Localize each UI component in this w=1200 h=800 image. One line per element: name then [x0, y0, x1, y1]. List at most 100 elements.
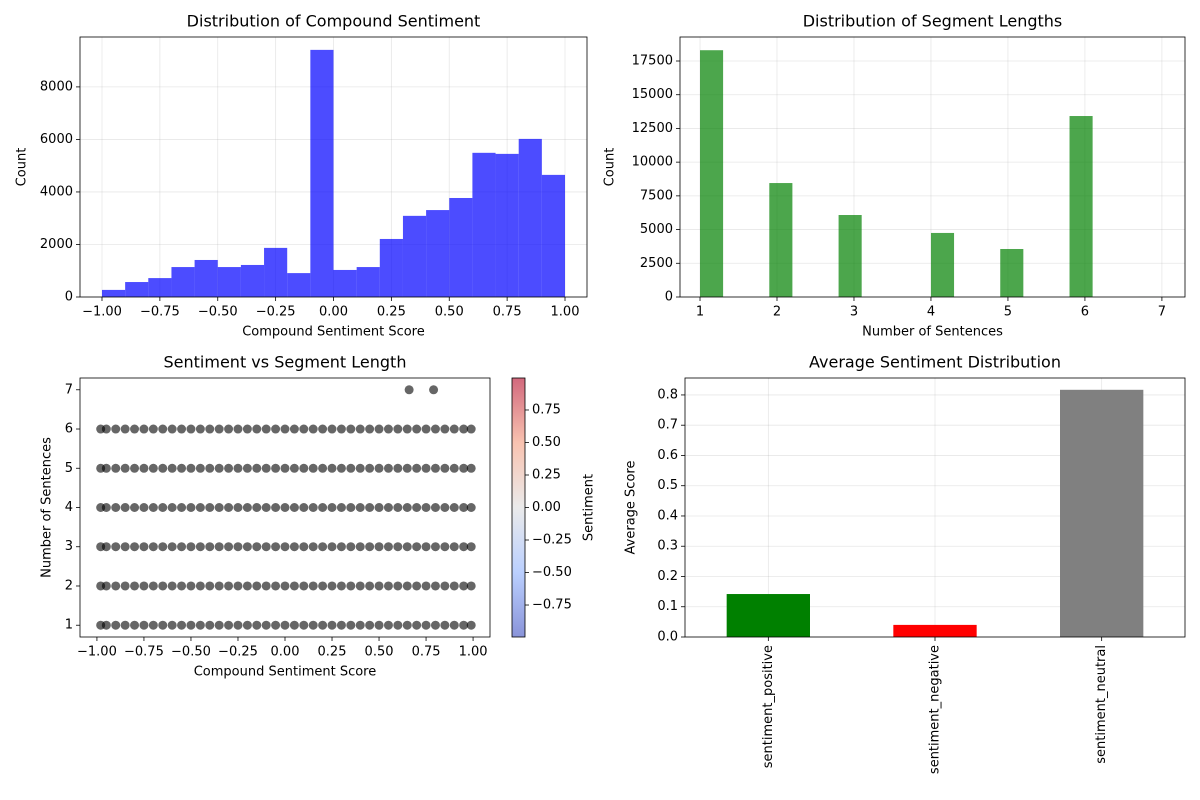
scatter-point [139, 503, 149, 512]
y-tick-label: 3 [65, 539, 73, 554]
scatter-point [233, 581, 243, 591]
scatter-point [214, 463, 224, 473]
x-tick-label: −1.00 [77, 645, 117, 660]
scatter-point [280, 620, 290, 630]
scatter-point [271, 620, 281, 630]
scatter-point [214, 581, 224, 591]
scatter-point [158, 424, 168, 434]
scatter-point [139, 424, 149, 434]
scatter-point [308, 463, 318, 473]
hist-bar [769, 183, 793, 297]
scatter-point [412, 542, 422, 552]
scatter-point [365, 620, 375, 630]
scatter-point [374, 581, 384, 591]
scatter-point [383, 463, 393, 473]
scatter-point [383, 503, 393, 512]
y-tick-label: 7500 [640, 188, 673, 203]
x-axis-label: Number of Sentences [862, 325, 1003, 340]
scatter-point [271, 542, 281, 552]
scatter-point [289, 620, 299, 630]
scatter-point [177, 581, 187, 591]
scatter-point [177, 620, 187, 630]
axes-frame [79, 36, 588, 298]
scatter-point [449, 581, 459, 591]
scatter-point [383, 581, 393, 591]
scatter-point [336, 581, 346, 591]
hist-bar [700, 50, 724, 298]
scatter-point [111, 503, 121, 512]
scatter-point [308, 424, 318, 434]
scatter-point [393, 463, 403, 473]
y-tick-label: 12500 [632, 121, 673, 136]
x-tick-label: 0.50 [365, 645, 394, 660]
scatter-point [459, 463, 469, 473]
scatter-point [402, 542, 412, 552]
scatter-point [111, 581, 121, 591]
x-tick-label: 2 [773, 305, 781, 320]
scatter-point [440, 581, 450, 591]
scatter-point [130, 503, 140, 512]
scatter-point [365, 581, 375, 591]
scatter-point [158, 463, 168, 473]
scatter-point [252, 581, 262, 591]
x-tick-label: −0.50 [171, 645, 211, 660]
scatter-point [440, 463, 450, 473]
y-tick-label: 8000 [40, 79, 73, 94]
hist-bar [101, 289, 126, 297]
x-tick-label: −0.75 [124, 645, 164, 660]
scatter-point [233, 463, 243, 473]
scatter-point [412, 463, 422, 473]
scatter-point [224, 503, 234, 512]
scatter-point [242, 542, 252, 552]
scatter-point [374, 463, 384, 473]
scatter-point [205, 542, 215, 552]
scatter-point [449, 620, 459, 630]
scatter-point [289, 581, 299, 591]
hist-bar [171, 267, 195, 297]
scatter-point [195, 463, 205, 473]
chart-title: Average Sentiment Distribution [809, 353, 1061, 372]
scatter-point [374, 542, 384, 552]
scatter-point [459, 620, 469, 630]
y-tick-label: 17500 [632, 54, 673, 69]
scatter-point [402, 581, 412, 591]
scatter-point [466, 542, 476, 552]
y-tick-label: 2500 [640, 256, 673, 271]
scatter-point [318, 581, 328, 591]
scatter-point [111, 463, 121, 473]
scatter-point [412, 581, 422, 591]
scatter-point [346, 424, 356, 434]
scatter-point [421, 463, 431, 473]
scatter-point [101, 503, 111, 512]
scatter-point [327, 463, 337, 473]
scatter-point [327, 581, 337, 591]
scatter-point [195, 620, 205, 630]
scatter-point [177, 463, 187, 473]
scatter-point [466, 503, 476, 512]
y-tick-label: 15000 [632, 87, 673, 102]
scatter-point [101, 581, 111, 591]
scatter-point [318, 503, 328, 512]
y-tick-label: 0.0 [657, 630, 678, 645]
scatter-point [242, 503, 252, 512]
scatter-point [139, 542, 149, 552]
x-tick-label: −0.25 [256, 305, 296, 320]
scatter-point [280, 581, 290, 591]
scatter-point [205, 463, 215, 473]
scatter-point [101, 463, 111, 473]
scatter-point [336, 503, 346, 512]
scatter-point [299, 581, 309, 591]
scatter-point [346, 620, 356, 630]
scatter-point [186, 542, 196, 552]
scatter-point [158, 503, 168, 512]
scatter-point [148, 503, 158, 512]
scatter-point [383, 620, 393, 630]
scatter-point [120, 503, 130, 512]
scatter-point [139, 463, 149, 473]
axes-frame [684, 377, 1186, 638]
hist-bar [930, 232, 955, 297]
scatter-point [130, 620, 140, 630]
scatter-point [346, 581, 356, 591]
scatter-point [252, 463, 262, 473]
scatter-point [233, 424, 243, 434]
